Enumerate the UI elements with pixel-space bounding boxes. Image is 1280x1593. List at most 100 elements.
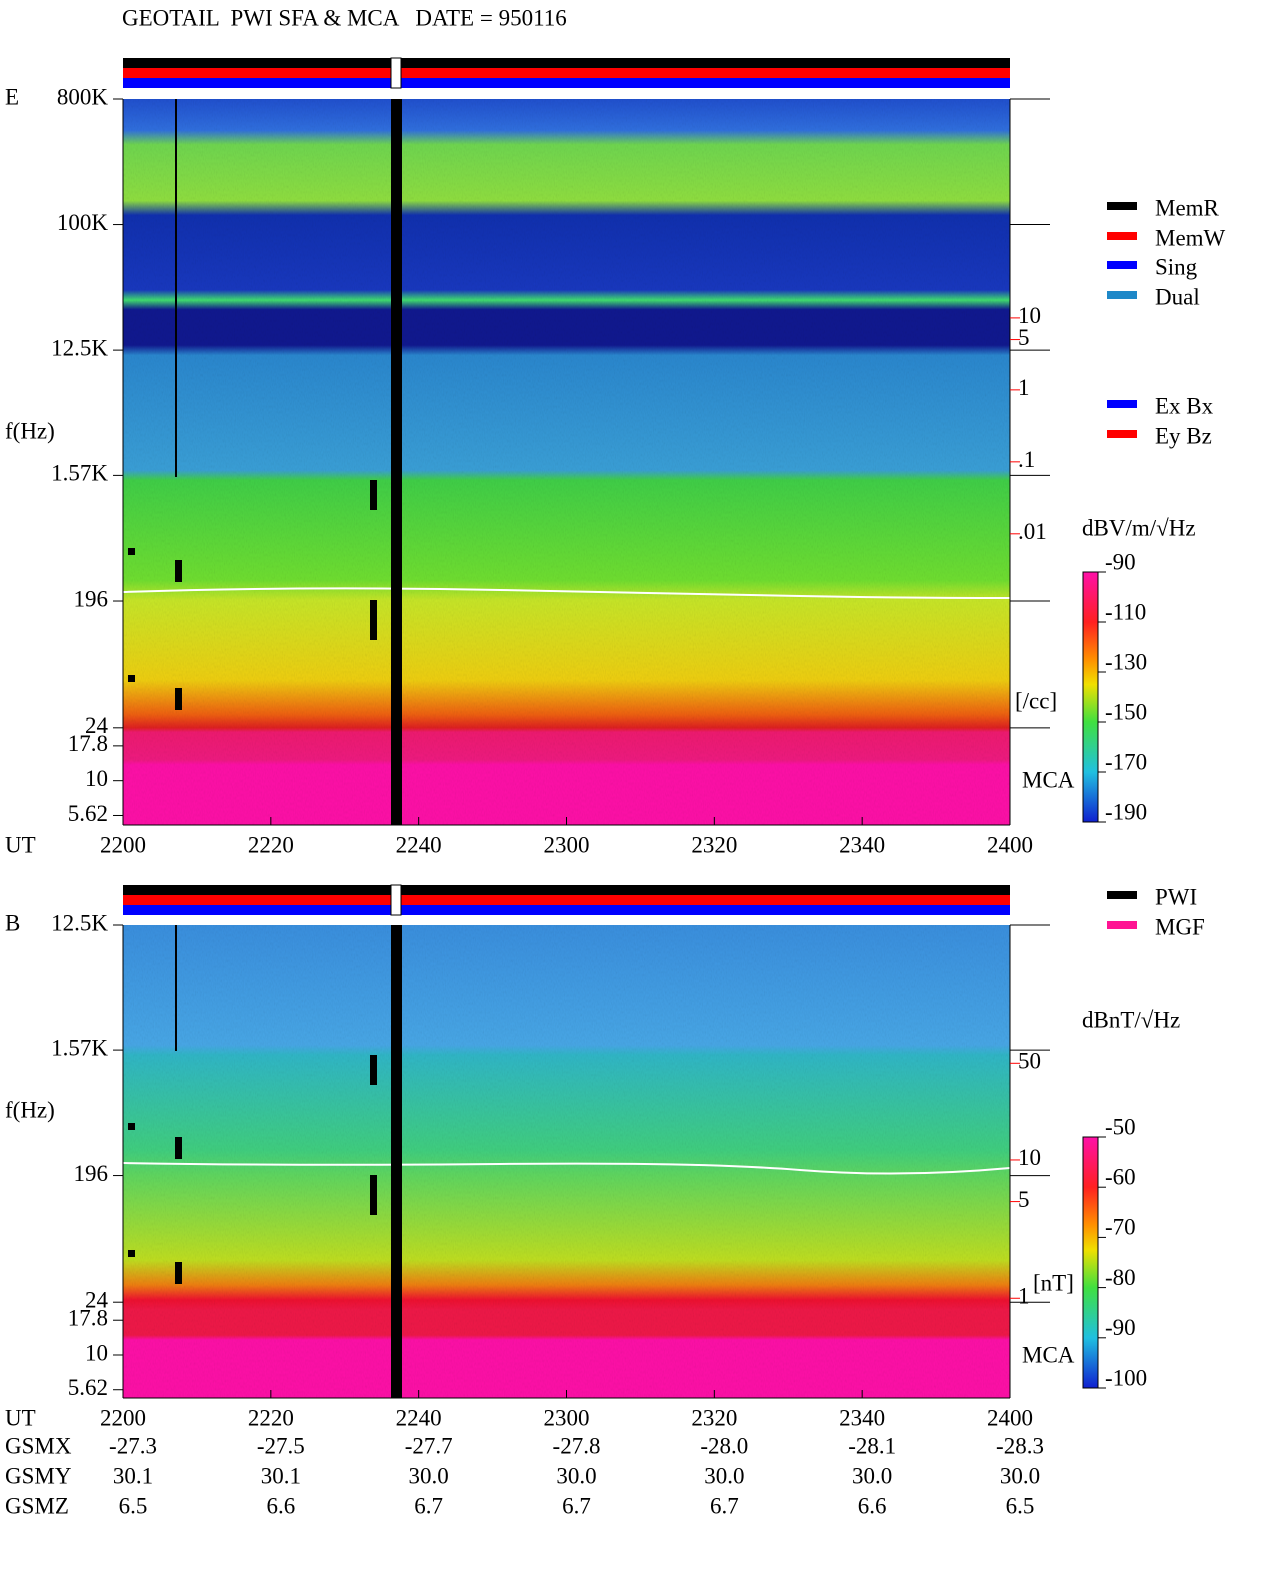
- y-tick-label: 24: [85, 713, 109, 738]
- y-axis-label: f(Hz): [5, 418, 55, 443]
- y-tick-label: 10: [85, 766, 108, 791]
- x-tick-label: 2200: [100, 832, 146, 857]
- colorbar-tick-label: -80: [1105, 1265, 1136, 1290]
- colorbar-tick-label: -90: [1105, 1315, 1136, 1340]
- orbit-value: 6.7: [414, 1493, 443, 1518]
- y2-axis-label: [/cc]: [1015, 688, 1057, 713]
- colorbar-tick-label: -150: [1105, 699, 1147, 724]
- legend-swatch: [1107, 921, 1137, 929]
- colorbar-tick-label: -70: [1105, 1215, 1136, 1240]
- orbit-value: 30.0: [704, 1463, 744, 1488]
- legend-label: Ex Bx: [1155, 393, 1214, 418]
- orbit-value: 6.6: [858, 1493, 887, 1518]
- orbit-value: 30.1: [113, 1463, 153, 1488]
- y-tick-label: 17.8: [68, 1305, 108, 1330]
- legend-swatch: [1107, 202, 1137, 210]
- y-tick-label: 196: [74, 586, 109, 611]
- status-bars: [123, 57, 1010, 916]
- colorbar-tick-label: -130: [1105, 649, 1147, 674]
- y-tick-label: 5.62: [68, 1375, 108, 1400]
- colorbar-label: dBnT/√Hz: [1082, 1007, 1180, 1032]
- colorbar: [1082, 1136, 1099, 1389]
- orbit-value: -27.5: [257, 1433, 305, 1458]
- y-tick-label: 1.57K: [51, 1035, 108, 1060]
- x-tick-label: 2340: [839, 1405, 885, 1430]
- orbit-value: 30.0: [556, 1463, 596, 1488]
- orbit-value: -27.3: [109, 1433, 157, 1458]
- y-tick-label: 5.62: [68, 801, 108, 826]
- legend-swatch: [1107, 291, 1137, 299]
- colorbar-tick-label: -50: [1105, 1114, 1136, 1139]
- x-tick-label: 2200: [100, 1405, 146, 1430]
- y-tick-label: 1.57K: [51, 461, 108, 486]
- y2-tick-label: 1: [1018, 375, 1030, 400]
- colorbar-tick-label: -60: [1105, 1164, 1136, 1189]
- y2-tick-label: 5: [1018, 1187, 1030, 1212]
- colorbar-tick-label: -100: [1105, 1365, 1147, 1390]
- x-tick-label: 2320: [691, 1405, 737, 1430]
- orbit-value: 30.0: [1000, 1463, 1040, 1488]
- orbit-value: -28.1: [848, 1433, 896, 1458]
- orbit-value: 30.0: [409, 1463, 449, 1488]
- orbit-row-label: GSMZ: [5, 1493, 69, 1518]
- orbit-value: -28.0: [700, 1433, 748, 1458]
- x-tick-label: 2220: [248, 1405, 294, 1430]
- colorbar-tick-label: -110: [1105, 599, 1146, 624]
- y-tick-label: 17.8: [68, 731, 108, 756]
- orbit-value: -27.8: [553, 1433, 601, 1458]
- y2-tick-label: 50: [1018, 1049, 1041, 1074]
- y-tick-label: 10: [85, 1340, 108, 1365]
- legend-label: Dual: [1155, 284, 1200, 309]
- legend-label: Sing: [1155, 254, 1198, 279]
- orbit-value: 6.5: [1006, 1493, 1035, 1518]
- legend-swatch: [1107, 430, 1137, 438]
- legend-swatch: [1107, 400, 1137, 408]
- y2-tick-label: 5: [1018, 325, 1030, 350]
- y-tick-label: 196: [74, 1161, 109, 1186]
- x-tick-label: 2240: [396, 832, 442, 857]
- orbit-value: 6.5: [119, 1493, 148, 1518]
- y-tick-label: 12.5K: [51, 335, 108, 360]
- y2-tick-label: 10: [1018, 1145, 1041, 1170]
- x-tick-label: 2300: [544, 1405, 590, 1430]
- y-tick-label: 12.5K: [51, 910, 108, 935]
- orbit-value: 30.0: [852, 1463, 892, 1488]
- y2-tick-label: 1: [1018, 1284, 1030, 1309]
- legend-label: MemW: [1155, 225, 1226, 250]
- x-tick-label: 2340: [839, 832, 885, 857]
- orbit-value: 6.7: [710, 1493, 739, 1518]
- chart-title: GEOTAIL PWI SFA & MCA DATE = 950116: [122, 5, 567, 30]
- spectrogram-image: [122, 99, 1011, 1398]
- orbit-row-label: GSMX: [5, 1433, 72, 1458]
- mca-label: MCA: [1022, 767, 1075, 792]
- panel-label: B: [5, 910, 20, 935]
- legend-label: Ey Bz: [1155, 423, 1212, 448]
- y-tick-label: 24: [85, 1287, 109, 1312]
- y2-tick-label: .1: [1018, 447, 1035, 472]
- legend-label: PWI: [1155, 884, 1197, 909]
- y2-tick-label: 10: [1018, 303, 1041, 328]
- colorbar-label: dBV/m/√Hz: [1082, 515, 1196, 540]
- x-axis-label: UT: [5, 1405, 36, 1430]
- x-tick-label: 2400: [987, 832, 1033, 857]
- y-tick-label: 800K: [57, 84, 109, 109]
- y2-axis-label: [nT]: [1033, 1270, 1074, 1295]
- orbit-value: 30.1: [261, 1463, 301, 1488]
- x-axis-label: UT: [5, 832, 36, 857]
- orbit-value: 6.7: [562, 1493, 591, 1518]
- legend-swatch: [1107, 891, 1137, 899]
- colorbar-tick-label: -190: [1105, 799, 1147, 824]
- legend-swatch: [1107, 261, 1137, 269]
- orbit-row-label: GSMY: [5, 1463, 72, 1488]
- orbit-value: 6.6: [266, 1493, 295, 1518]
- orbit-value: -27.7: [405, 1433, 453, 1458]
- y2-tick-label: .01: [1018, 519, 1047, 544]
- y-tick-label: 100K: [57, 210, 109, 235]
- colorbar: [1082, 571, 1099, 823]
- colorbar-tick-label: -90: [1105, 549, 1136, 574]
- legend-label: MGF: [1155, 914, 1205, 939]
- panel-label: E: [5, 84, 19, 109]
- legend-label: MemR: [1155, 195, 1220, 220]
